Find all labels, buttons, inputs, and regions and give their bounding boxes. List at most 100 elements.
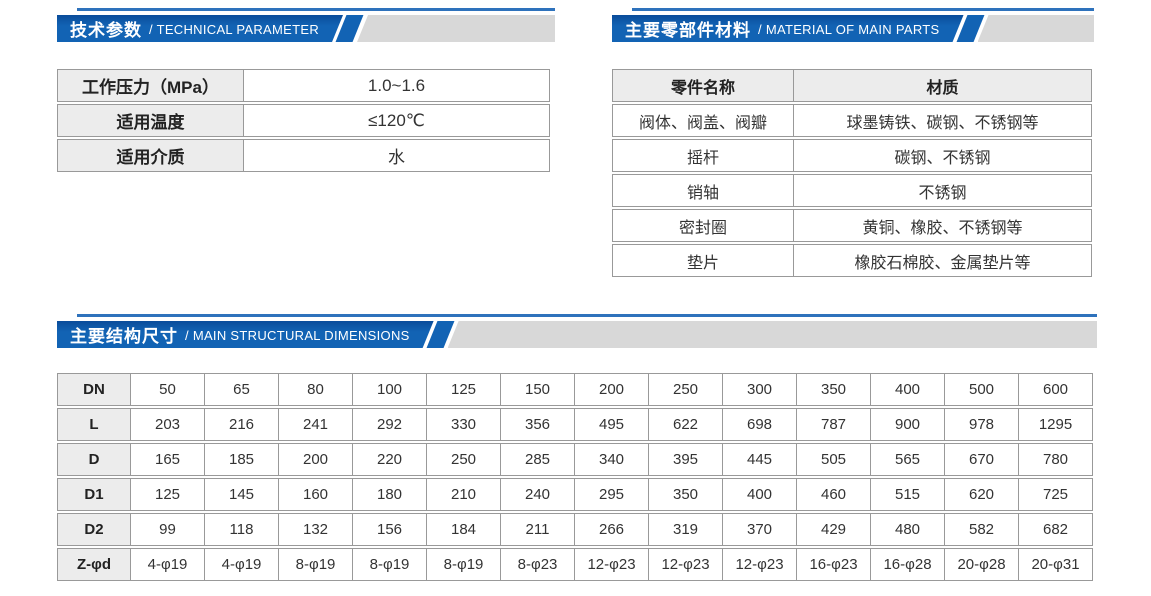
dimension-value-cell: 395 (648, 444, 722, 475)
dimension-value-cell: 216 (204, 409, 278, 440)
technical-parameter-table: 工作压力（MPa） 1.0~1.6 适用温度 ≤120℃ 适用介质 水 (57, 69, 550, 172)
dimension-value-cell: 132 (278, 514, 352, 545)
dimension-value-cell: 787 (796, 409, 870, 440)
dimension-value-cell: 12-φ23 (648, 549, 722, 580)
materials-header: 主要零部件材料 / MATERIAL OF MAIN PARTS (612, 15, 1094, 42)
dimension-value-cell: 300 (722, 374, 796, 405)
material-cell: 球墨铸铁、碳钢、不锈钢等 (793, 105, 1091, 136)
dimension-value-cell: 460 (796, 479, 870, 510)
parameter-label-cell: 工作压力（MPa） (58, 70, 243, 101)
table-row: 销轴 不锈钢 (612, 174, 1092, 207)
dimension-value-cell: 445 (722, 444, 796, 475)
dimension-row: D 165 185 200 220 2 (57, 443, 1093, 476)
dimension-value-cell: 480 (870, 514, 944, 545)
dimension-value-cell: 8-φ23 (500, 549, 574, 580)
dimension-value-cell: 682 (1018, 514, 1092, 545)
dimension-value-cell: 80 (278, 374, 352, 405)
table-row: 密封圈 黄铜、橡胶、不锈钢等 (612, 209, 1092, 242)
section-main-structural-dimensions: 主要结构尺寸 / MAIN STRUCTURAL DIMENSIONS DN 5… (57, 314, 1097, 581)
dimension-value-cell: 200 (278, 444, 352, 475)
parameter-value-cell: 1.0~1.6 (243, 70, 549, 101)
dimension-value-cell: 400 (722, 479, 796, 510)
dimension-value-cell: 8-φ19 (278, 549, 352, 580)
part-name-cell: 密封圈 (613, 210, 793, 241)
table-row: 阀体、阀盖、阀瓣 球墨铸铁、碳钢、不锈钢等 (612, 104, 1092, 137)
dimension-value-cell: 495 (574, 409, 648, 440)
dimension-value-cell: 241 (278, 409, 352, 440)
dimension-value-cell: 125 (130, 479, 204, 510)
dimension-value-cell: 185 (204, 444, 278, 475)
dimension-value-cell: 370 (722, 514, 796, 545)
header-title-en: / TECHNICAL PARAMETER (149, 22, 320, 37)
dimension-value-cell: 20-φ31 (1018, 549, 1092, 580)
dimension-value-cell: 250 (426, 444, 500, 475)
parameter-value-cell: ≤120℃ (243, 105, 549, 136)
column-header-material: 材质 (793, 70, 1091, 101)
dimension-value-cell: 285 (500, 444, 574, 475)
dimension-value-cell: 250 (648, 374, 722, 405)
materials-table: 零件名称 材质 阀体、阀盖、阀瓣 球墨铸铁、碳钢、不锈钢等 摇杆 碳钢、不锈钢 (612, 69, 1092, 277)
technical-parameter-header: 技术参数 / TECHNICAL PARAMETER (57, 15, 555, 42)
dimension-row-header: D (58, 444, 130, 475)
dimension-value-cell: 340 (574, 444, 648, 475)
dimension-value-cell: 1295 (1018, 409, 1092, 440)
dimension-row: D2 99 118 132 156 1 (57, 513, 1093, 546)
dimension-value-cell: 211 (500, 514, 574, 545)
dimension-value-cell: 4-φ19 (130, 549, 204, 580)
dimension-value-cell: 240 (500, 479, 574, 510)
dimension-value-cell: 12-φ23 (722, 549, 796, 580)
dimension-value-cell: 210 (426, 479, 500, 510)
dimension-value-cell: 319 (648, 514, 722, 545)
dimension-value-cell: 203 (130, 409, 204, 440)
dimension-value-cell: 600 (1018, 374, 1092, 405)
dimension-value-cell: 50 (130, 374, 204, 405)
dimension-value-cell: 978 (944, 409, 1018, 440)
dimension-value-cell: 165 (130, 444, 204, 475)
dimension-value-cell: 670 (944, 444, 1018, 475)
dimension-row: Z-φd 4-φ19 4-φ19 8-φ19 8-φ19 (57, 548, 1093, 581)
dimension-value-cell: 99 (130, 514, 204, 545)
column-header-part-name: 零件名称 (613, 70, 793, 101)
dimension-value-cell: 429 (796, 514, 870, 545)
dimension-value-cell: 565 (870, 444, 944, 475)
dimension-value-cell: 12-φ23 (574, 549, 648, 580)
header-title-bar: 技术参数 / TECHNICAL PARAMETER (57, 15, 343, 42)
dimension-value-cell: 350 (648, 479, 722, 510)
parameter-value-cell: 水 (243, 140, 549, 171)
part-name-cell: 摇杆 (613, 140, 793, 171)
dimension-value-cell: 184 (426, 514, 500, 545)
dimension-row-header: D1 (58, 479, 130, 510)
dimension-value-cell: 780 (1018, 444, 1092, 475)
table-row: 适用介质 水 (57, 139, 550, 172)
dimension-value-cell: 900 (870, 409, 944, 440)
dimension-value-cell: 500 (944, 374, 1018, 405)
parameter-label-cell: 适用介质 (58, 140, 243, 171)
dimension-value-cell: 356 (500, 409, 574, 440)
dimension-value-cell: 620 (944, 479, 1018, 510)
header-title-en: / MAIN STRUCTURAL DIMENSIONS (185, 328, 410, 343)
table-row: 垫片 橡胶石棉胶、金属垫片等 (612, 244, 1092, 277)
dimension-value-cell: 220 (352, 444, 426, 475)
header-title-zh: 主要零部件材料 (625, 21, 751, 40)
part-name-cell: 垫片 (613, 245, 793, 276)
table-row: 摇杆 碳钢、不锈钢 (612, 139, 1092, 172)
header-title-bar: 主要零部件材料 / MATERIAL OF MAIN PARTS (612, 15, 964, 42)
dimension-value-cell: 20-φ28 (944, 549, 1018, 580)
dimension-row-header: L (58, 409, 130, 440)
header-accent-line (77, 314, 1097, 317)
dimension-value-cell: 16-φ28 (870, 549, 944, 580)
dimension-value-cell: 180 (352, 479, 426, 510)
parameter-label-cell: 适用温度 (58, 105, 243, 136)
dimension-value-cell: 100 (352, 374, 426, 405)
header-gray-bar (447, 321, 1097, 348)
header-title-zh: 主要结构尺寸 (70, 327, 178, 346)
dimension-value-cell: 400 (870, 374, 944, 405)
dimension-value-cell: 350 (796, 374, 870, 405)
materials-table-header-row: 零件名称 材质 (612, 69, 1092, 102)
dimension-value-cell: 118 (204, 514, 278, 545)
dimensions-table: DN 50 65 80 100 125 (57, 373, 1093, 581)
dimension-value-cell: 156 (352, 514, 426, 545)
material-cell: 黄铜、橡胶、不锈钢等 (793, 210, 1091, 241)
dimension-value-cell: 295 (574, 479, 648, 510)
